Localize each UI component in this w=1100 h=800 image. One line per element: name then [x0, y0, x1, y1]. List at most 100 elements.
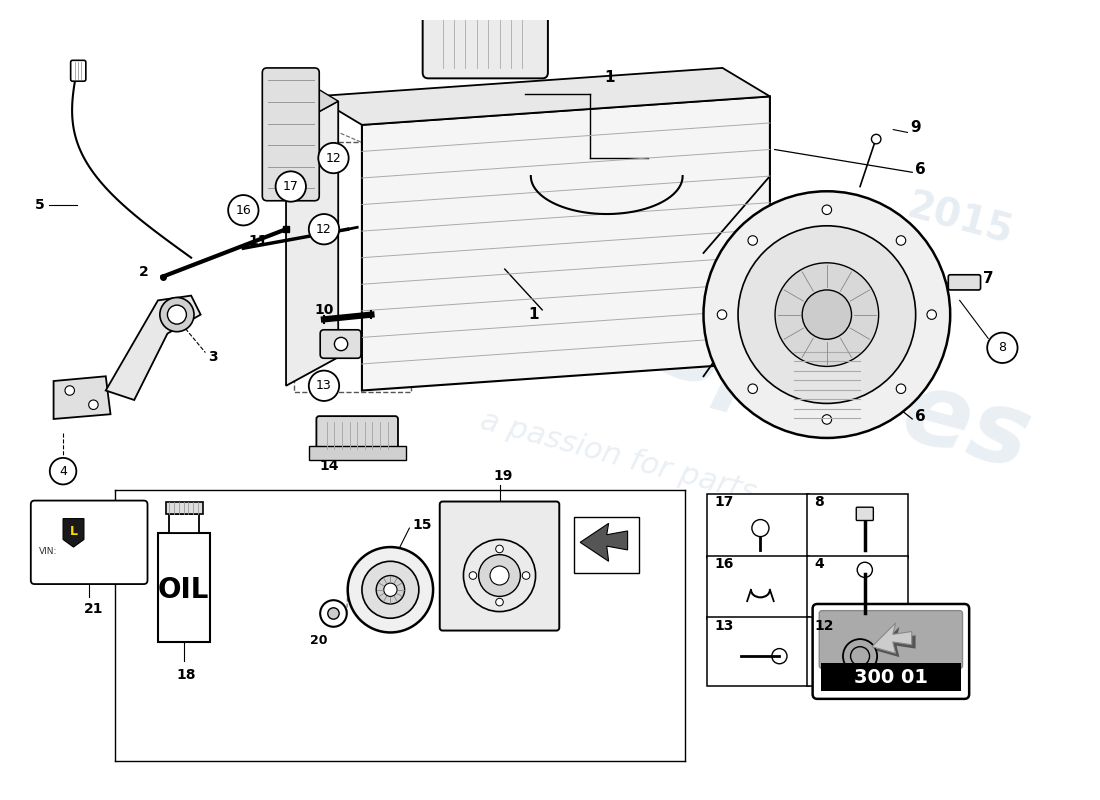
Text: 3: 3 [208, 350, 218, 364]
Circle shape [478, 554, 520, 597]
FancyBboxPatch shape [807, 494, 909, 558]
Text: 12: 12 [316, 222, 332, 236]
FancyBboxPatch shape [807, 556, 909, 619]
FancyBboxPatch shape [320, 330, 361, 358]
Circle shape [496, 545, 504, 553]
Polygon shape [315, 68, 770, 125]
Text: 13: 13 [715, 618, 735, 633]
Circle shape [309, 370, 339, 401]
FancyBboxPatch shape [262, 68, 319, 201]
Polygon shape [267, 90, 338, 130]
Circle shape [348, 547, 433, 633]
Text: 17: 17 [715, 495, 735, 510]
Text: 4: 4 [814, 557, 824, 571]
Text: 6: 6 [915, 409, 926, 424]
Circle shape [89, 400, 98, 410]
Text: 14: 14 [319, 459, 339, 474]
Text: OIL: OIL [158, 576, 209, 604]
Circle shape [362, 562, 419, 618]
FancyBboxPatch shape [822, 663, 960, 691]
FancyBboxPatch shape [813, 604, 969, 699]
Circle shape [309, 214, 339, 244]
Circle shape [320, 600, 346, 626]
FancyBboxPatch shape [317, 416, 398, 455]
Circle shape [318, 143, 349, 174]
Polygon shape [106, 296, 200, 400]
FancyBboxPatch shape [707, 494, 808, 558]
Circle shape [802, 290, 851, 339]
Text: 4: 4 [59, 465, 67, 478]
Polygon shape [872, 623, 912, 654]
Circle shape [717, 310, 727, 319]
Circle shape [896, 384, 905, 394]
Circle shape [334, 338, 348, 350]
Text: a passion for parts: a passion for parts [476, 406, 759, 508]
Text: 9: 9 [911, 120, 921, 135]
Circle shape [822, 414, 832, 424]
Text: 8: 8 [814, 495, 824, 510]
FancyBboxPatch shape [70, 60, 86, 82]
Text: 15: 15 [412, 518, 431, 532]
Polygon shape [580, 523, 628, 562]
Circle shape [738, 226, 915, 403]
Circle shape [748, 236, 758, 246]
Text: 16: 16 [235, 204, 251, 217]
Circle shape [160, 298, 194, 332]
Text: 8: 8 [999, 342, 1007, 354]
Circle shape [65, 386, 75, 395]
Text: 16: 16 [715, 557, 735, 571]
Polygon shape [169, 514, 199, 533]
Circle shape [228, 195, 258, 226]
Text: L: L [69, 526, 77, 538]
Polygon shape [286, 101, 338, 386]
Text: 7: 7 [983, 271, 994, 286]
Circle shape [490, 566, 509, 585]
Text: 10: 10 [315, 303, 334, 317]
Circle shape [328, 608, 339, 619]
Text: 5: 5 [34, 198, 44, 213]
Text: 12: 12 [814, 618, 834, 633]
Text: 2: 2 [139, 265, 148, 279]
Circle shape [987, 333, 1018, 363]
FancyBboxPatch shape [948, 274, 980, 290]
Text: VIN:: VIN: [40, 547, 57, 556]
Text: 20: 20 [310, 634, 328, 646]
Text: 17: 17 [283, 180, 299, 193]
Text: 300 01: 300 01 [854, 667, 928, 686]
FancyBboxPatch shape [422, 10, 548, 78]
FancyBboxPatch shape [707, 556, 808, 619]
Text: 1: 1 [604, 70, 615, 85]
Circle shape [496, 598, 504, 606]
Circle shape [748, 384, 758, 394]
Circle shape [167, 305, 186, 324]
Circle shape [704, 191, 950, 438]
Text: 12: 12 [326, 151, 341, 165]
Polygon shape [362, 96, 770, 390]
Circle shape [896, 236, 905, 246]
Circle shape [522, 572, 530, 579]
Circle shape [276, 171, 306, 202]
FancyBboxPatch shape [820, 610, 962, 669]
FancyBboxPatch shape [31, 501, 147, 584]
FancyBboxPatch shape [440, 502, 559, 630]
Polygon shape [876, 626, 915, 657]
Polygon shape [63, 518, 84, 547]
Circle shape [469, 572, 476, 579]
Text: 18: 18 [177, 668, 197, 682]
Circle shape [822, 205, 832, 214]
Circle shape [776, 263, 879, 366]
Circle shape [927, 310, 936, 319]
FancyBboxPatch shape [707, 618, 808, 686]
FancyBboxPatch shape [807, 618, 909, 686]
FancyBboxPatch shape [309, 446, 406, 460]
Circle shape [871, 134, 881, 144]
Text: eurospares: eurospares [405, 234, 1041, 490]
Circle shape [376, 575, 405, 604]
Polygon shape [158, 533, 210, 642]
FancyBboxPatch shape [856, 507, 873, 521]
Text: 19: 19 [494, 469, 514, 483]
Circle shape [384, 583, 397, 597]
Polygon shape [165, 502, 202, 514]
Text: 2015: 2015 [902, 187, 1016, 252]
Text: 21: 21 [84, 602, 103, 616]
